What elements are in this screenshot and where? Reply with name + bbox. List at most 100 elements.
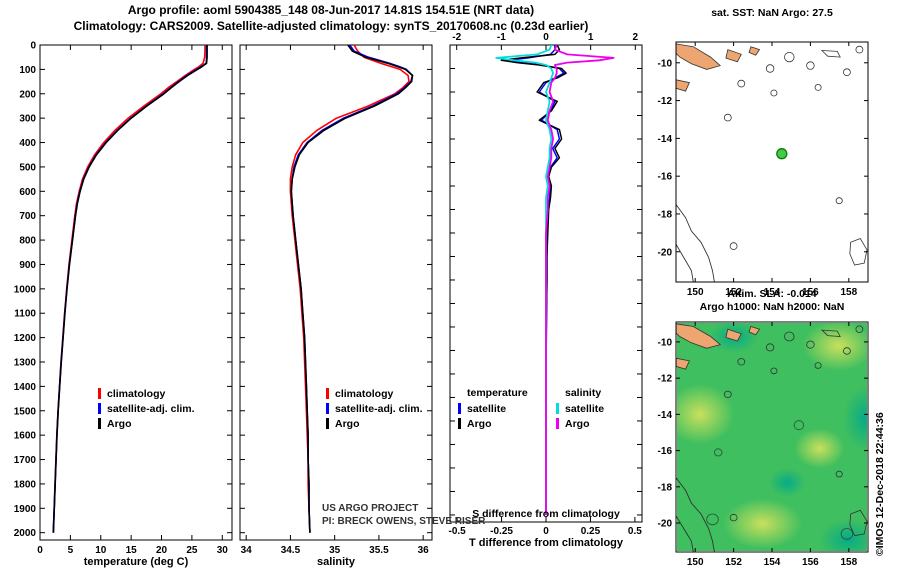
- x-tick-label: 20: [156, 545, 168, 556]
- lat-tick-label: -20: [658, 519, 673, 530]
- island-outline: [806, 61, 815, 70]
- legend-item-argo: Argo: [326, 416, 423, 431]
- lat-tick-label: -18: [658, 209, 673, 220]
- depth-tick-label: 1400: [14, 382, 37, 393]
- lon-tick-label: 152: [725, 287, 742, 298]
- island-outline: [849, 509, 868, 537]
- depth-tick-label: 1300: [14, 357, 37, 368]
- depth-tick-label: 900: [19, 260, 36, 271]
- island-outline: [770, 367, 778, 375]
- island-outline: [723, 390, 732, 399]
- lon-tick-label: 158: [840, 557, 857, 568]
- depth-tick-label: 2000: [14, 528, 37, 539]
- legend-label: Argo: [335, 417, 360, 430]
- legend-item-satellite-adj: satellite-adj. clim.: [326, 401, 423, 416]
- lat-tick-label: -14: [658, 134, 673, 145]
- coastline: [676, 477, 715, 552]
- legend-item-t-argo: Argo: [458, 416, 528, 431]
- legend-item-s-satellite: satellite: [556, 401, 604, 416]
- lon-tick-label: 156: [802, 287, 819, 298]
- depth-tick-label: 400: [19, 138, 36, 149]
- lat-tick-label: -18: [658, 482, 673, 493]
- figure-title-line-1: Argo profile: aoml 5904385_148 08-Jun-20…: [127, 3, 535, 17]
- lon-tick-label: 156: [802, 557, 819, 568]
- t-diff-tick-label: 2: [633, 32, 639, 43]
- lat-tick-label: -10: [658, 58, 673, 69]
- island-outline: [814, 84, 822, 91]
- depth-tick-label: 1900: [14, 504, 37, 515]
- legend-header-temperature: temperature: [467, 387, 528, 399]
- legend-item-s-argo: Argo: [556, 416, 604, 431]
- depth-tick-label: 100: [19, 65, 36, 76]
- legend-label: Argo: [107, 417, 132, 430]
- depth-tick-label: 1200: [14, 333, 37, 344]
- s-argo-line-swatch: [556, 418, 559, 429]
- climatology-line-swatch: [326, 388, 329, 399]
- coastline: [676, 515, 694, 552]
- lat-tick-label: -12: [658, 96, 673, 107]
- coastline: [676, 204, 715, 282]
- island-outline: [855, 45, 864, 54]
- sla-contour: [840, 528, 854, 540]
- land-polygon: [725, 49, 742, 63]
- s-diff-tick-label: 0: [543, 526, 549, 537]
- temperature-axis-label: temperature (deg C): [83, 556, 189, 568]
- depth-tick-label: 1600: [14, 431, 37, 442]
- x-tick-label: 0: [37, 545, 43, 556]
- figure-title: Argo profile: aoml 5904385_148 08-Jun-20…: [0, 2, 662, 34]
- sla-map-title-line-1: Altim. SLA: -0.014: [727, 288, 817, 300]
- legend-label: satellite: [565, 402, 605, 415]
- sst_map-features: [676, 43, 868, 282]
- lat-tick-label: -16: [658, 446, 673, 457]
- sla-map-title-line-2: Argo h1000: NaN h2000: NaN: [699, 301, 845, 313]
- series-temperature-argo: [500, 45, 567, 515]
- salinity-legend: climatology satellite-adj. clim. Argo: [326, 386, 423, 431]
- island-outline: [806, 340, 815, 349]
- legend-label: satellite: [467, 402, 507, 415]
- land-polygon: [676, 79, 690, 92]
- lon-tick-label: 152: [725, 557, 742, 568]
- t-diff-tick-label: 0: [543, 32, 549, 43]
- series-satellite-adj-clim-: [290, 45, 414, 533]
- legend-item-climatology: climatology: [326, 386, 423, 401]
- x-tick-label: 10: [95, 545, 107, 556]
- land-polygon: [676, 323, 722, 349]
- t-satellite-line-swatch: [458, 403, 461, 414]
- sla-heatmap: [677, 323, 867, 551]
- temperature_profile-box: [39, 44, 233, 541]
- series-argo: [52, 45, 208, 533]
- depth-tick-label: 200: [19, 89, 36, 100]
- x-tick-label: 25: [186, 545, 198, 556]
- x-tick-label: 30: [217, 545, 229, 556]
- island-outline: [765, 64, 775, 73]
- x-tick-label: 15: [126, 545, 138, 556]
- figure-title-line-2: Climatology: CARS2009. Satellite-adjuste…: [73, 19, 589, 33]
- s-diff-tick-label: 0.5: [628, 526, 642, 537]
- island-outline: [784, 51, 795, 63]
- difference-legend-temperature: temperature satellite Argo: [458, 386, 528, 431]
- series-argo: [290, 45, 414, 533]
- island-outline: [820, 329, 841, 337]
- argo-position-marker: [776, 148, 788, 160]
- island-outline: [737, 79, 746, 88]
- depth-tick-label: 1700: [14, 455, 37, 466]
- island-outline: [835, 470, 843, 478]
- s-diff-tick-label: -0.25: [490, 526, 513, 537]
- island-outline: [770, 89, 778, 97]
- land-polygon: [676, 43, 722, 70]
- legend-item-t-satellite: satellite: [458, 401, 528, 416]
- lon-tick-label: 154: [764, 557, 781, 568]
- depth-tick-label: 0: [30, 41, 36, 52]
- depth-tick-label: 800: [19, 236, 36, 247]
- island-outline: [723, 113, 732, 122]
- x-tick-label: 5: [68, 545, 74, 556]
- series-salinity-argo: [545, 45, 615, 515]
- sst-map-title: sat. SST: NaN Argo: 27.5: [711, 7, 833, 19]
- depth-tick-label: 1000: [14, 284, 37, 295]
- legend-header-salinity: salinity: [565, 387, 602, 399]
- x-tick-label: 34: [241, 545, 253, 556]
- land-polygon: [725, 328, 742, 342]
- t-diff-tick-label: -2: [452, 32, 461, 43]
